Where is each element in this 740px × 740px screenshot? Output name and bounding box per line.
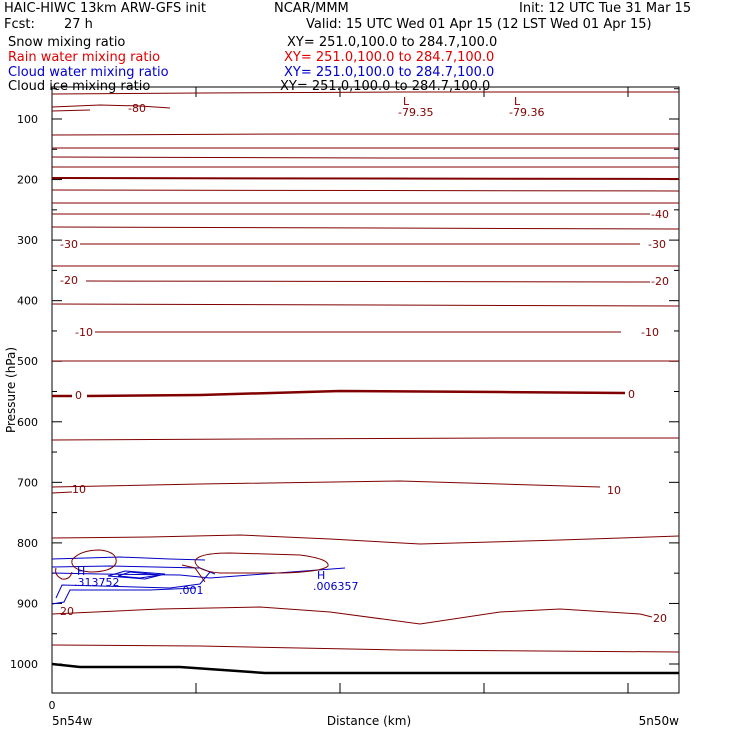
isotherm-label: -40 bbox=[651, 208, 669, 221]
isotherm-label: -30 bbox=[60, 238, 78, 251]
field-name-snow: Snow mixing ratio bbox=[8, 35, 126, 50]
isotherm bbox=[51, 480, 601, 488]
isotherm-label: -30 bbox=[648, 238, 666, 251]
isotherm-label: 20 bbox=[653, 612, 667, 625]
isotherm bbox=[51, 109, 91, 112]
temperature-contours bbox=[51, 91, 680, 653]
cloud-water-contour-label: .001 bbox=[179, 584, 204, 597]
isotherm bbox=[51, 437, 679, 441]
y-tick-label: 800 bbox=[17, 537, 38, 550]
low-letter: L bbox=[514, 95, 521, 108]
surface-pressure-line bbox=[51, 662, 679, 675]
y-tick-label: 100 bbox=[17, 113, 38, 126]
plot-area bbox=[51, 86, 680, 694]
isotherm-label: -20 bbox=[651, 275, 669, 288]
isotherm-label: -10 bbox=[641, 326, 659, 339]
y-tick-label: 200 bbox=[17, 174, 38, 187]
isotherm bbox=[51, 91, 679, 95]
forecast-hour: 27 h bbox=[64, 17, 93, 32]
low-marker-2: L -79.36 bbox=[509, 95, 544, 119]
temperature-labels-right: -40 -30 -20 -10 0 10 20 bbox=[607, 208, 669, 625]
cloud-water-contour bbox=[117, 571, 161, 579]
closed-contour bbox=[194, 552, 329, 574]
cloud-water-high-2: H .006357 bbox=[313, 569, 359, 593]
field-xy-snow: XY= 251.0,100.0 to 284.7,100.0 bbox=[287, 35, 498, 50]
field-xy-rain: XY= 251.0,100.0 to 284.7,100.0 bbox=[284, 50, 495, 65]
x-right-location: 5n50w bbox=[639, 714, 680, 728]
y-tick-label: 900 bbox=[17, 597, 38, 610]
field-name-cloud-water: Cloud water mixing ratio bbox=[8, 65, 169, 80]
valid-time: Valid: 15 UTC Wed 01 Apr 15 (12 LST Wed … bbox=[306, 17, 652, 32]
isotherm-label: -20 bbox=[60, 274, 78, 287]
y-tick-label: 400 bbox=[17, 295, 38, 308]
isotherm-label: 10 bbox=[72, 483, 86, 496]
temperature-labels-left: -80 -30 -20 -10 0 10 20 bbox=[60, 102, 146, 618]
isotherm-label: 0 bbox=[75, 389, 82, 402]
field-xy-cloud-ice: XY= 251.0,100.0 to 284.7,100.0 bbox=[280, 79, 491, 94]
high-value: .006357 bbox=[313, 580, 359, 593]
closed-contour bbox=[181, 564, 206, 583]
forecast-label: Fcst: bbox=[4, 17, 35, 32]
isotherm bbox=[85, 280, 651, 283]
high-letter: H bbox=[317, 569, 325, 582]
isotherm bbox=[51, 177, 680, 180]
isotherm bbox=[51, 189, 680, 192]
isotherm-label: 0 bbox=[628, 388, 635, 401]
y-tick-label: 500 bbox=[17, 355, 38, 368]
x-left-location: 5n54w bbox=[52, 714, 93, 728]
x-axis-label: Distance (km) bbox=[327, 714, 411, 728]
isotherm-label: 20 bbox=[60, 605, 74, 618]
isotherm-label: -10 bbox=[75, 326, 93, 339]
isotherm-label: 10 bbox=[607, 484, 621, 497]
model-title: HAIC-HIWC 13km ARW-GFS init bbox=[4, 1, 206, 16]
isotherm-label: -80 bbox=[128, 102, 146, 115]
rain-closed-contours bbox=[55, 549, 329, 583]
init-time: Init: 12 UTC Tue 31 Mar 15 bbox=[519, 1, 692, 16]
y-axis-label: Pressure (hPa) bbox=[4, 347, 18, 433]
low-marker-1: L -79.35 bbox=[398, 95, 433, 119]
field-name-cloud-ice: Cloud ice mixing ratio bbox=[8, 79, 151, 94]
y-tick-label: 1000 bbox=[10, 658, 38, 671]
y-tick-label: 300 bbox=[17, 234, 38, 247]
field-xy-cloud-water: XY= 251.0,100.0 to 284.7,100.0 bbox=[284, 65, 495, 80]
cloud-water-contour bbox=[51, 587, 197, 605]
low-value: -79.36 bbox=[509, 106, 544, 119]
closed-contour bbox=[71, 549, 117, 573]
isotherm bbox=[86, 389, 626, 398]
low-value: -79.35 bbox=[398, 106, 433, 119]
cloud-water-contours bbox=[51, 556, 346, 605]
cloud-water-high-1: H .313752 bbox=[74, 565, 120, 589]
high-letter: H bbox=[77, 565, 85, 578]
cloud-water-contour bbox=[107, 570, 166, 580]
y-tick-label: 600 bbox=[17, 416, 38, 429]
plot-frame bbox=[51, 86, 680, 694]
cloud-water-contour bbox=[51, 556, 206, 561]
isotherm bbox=[51, 644, 680, 653]
isotherm bbox=[51, 534, 680, 545]
y-tick-label: 700 bbox=[17, 476, 38, 489]
center-name: NCAR/MMM bbox=[274, 1, 349, 16]
x-tick-label-zero: 0 bbox=[49, 699, 56, 712]
cloud-water-contour bbox=[51, 567, 346, 579]
high-value: .313752 bbox=[74, 576, 120, 589]
low-letter: L bbox=[403, 95, 410, 108]
cloud-water-contour bbox=[55, 571, 211, 599]
field-name-rain: Rain water mixing ratio bbox=[8, 50, 161, 65]
isotherm bbox=[51, 606, 653, 625]
isotherm bbox=[51, 133, 679, 136]
isotherm bbox=[51, 156, 679, 159]
distance-axis bbox=[51, 87, 629, 693]
isotherm bbox=[51, 491, 73, 494]
isotherm bbox=[51, 303, 680, 307]
isotherm bbox=[51, 104, 171, 109]
closed-contour bbox=[55, 567, 73, 580]
isotherm bbox=[51, 226, 680, 230]
